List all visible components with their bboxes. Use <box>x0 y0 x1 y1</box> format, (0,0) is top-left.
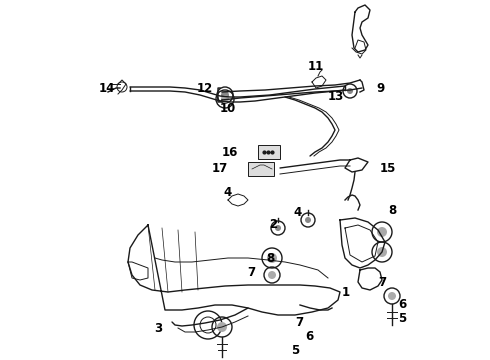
Text: 15: 15 <box>380 162 396 175</box>
Text: 10: 10 <box>220 102 236 114</box>
Text: 4: 4 <box>294 206 302 219</box>
Circle shape <box>217 322 227 332</box>
Text: 8: 8 <box>266 252 274 265</box>
FancyBboxPatch shape <box>258 145 280 159</box>
Circle shape <box>275 225 281 231</box>
Circle shape <box>221 95 229 103</box>
Text: 8: 8 <box>388 204 396 217</box>
Text: 3: 3 <box>154 321 162 334</box>
Circle shape <box>268 271 276 279</box>
Text: 4: 4 <box>224 185 232 198</box>
Circle shape <box>347 88 353 94</box>
Text: 6: 6 <box>305 329 313 342</box>
Text: 5: 5 <box>398 311 406 324</box>
Text: 12: 12 <box>197 81 213 94</box>
Text: 6: 6 <box>398 298 406 311</box>
Text: 1: 1 <box>342 285 350 298</box>
Text: 9: 9 <box>376 81 384 94</box>
Circle shape <box>305 217 311 223</box>
Circle shape <box>267 253 277 263</box>
Circle shape <box>221 91 229 99</box>
Text: 11: 11 <box>308 60 324 73</box>
Circle shape <box>377 227 387 237</box>
Text: 7: 7 <box>247 266 255 279</box>
Text: 17: 17 <box>212 162 228 175</box>
Circle shape <box>388 292 396 300</box>
Text: 7: 7 <box>378 275 386 288</box>
Text: 13: 13 <box>328 90 344 104</box>
Text: 16: 16 <box>221 145 238 158</box>
FancyBboxPatch shape <box>248 162 274 176</box>
Text: 7: 7 <box>295 316 303 329</box>
Text: 5: 5 <box>291 343 299 356</box>
Circle shape <box>377 247 387 257</box>
Text: 2: 2 <box>269 217 277 230</box>
Text: 14: 14 <box>98 81 115 94</box>
